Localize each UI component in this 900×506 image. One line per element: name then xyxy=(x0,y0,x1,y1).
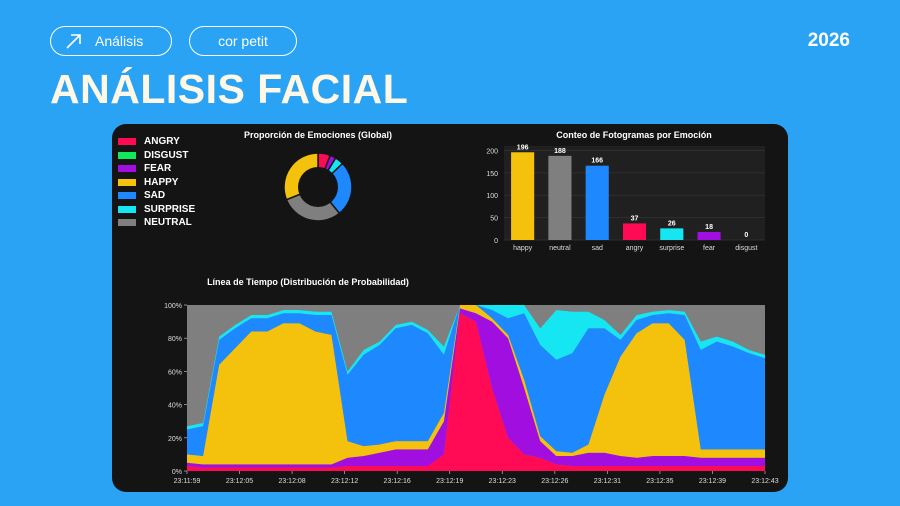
legend-label: SURPRISE xyxy=(144,203,196,215)
bar-value-label: 166 xyxy=(591,158,603,165)
bar-neutral xyxy=(548,155,572,240)
timeline-area-happy xyxy=(187,305,765,465)
legend-label: ANGRY xyxy=(144,136,180,147)
cor-petit-tag[interactable]: cor petit xyxy=(189,26,297,56)
legend-label: DISGUST xyxy=(144,149,189,161)
bar-sad xyxy=(585,165,609,240)
legend-item-fear: FEAR xyxy=(118,162,171,175)
timeline-x-tick: 23:12:19 xyxy=(436,478,463,485)
bar-angry xyxy=(622,223,647,240)
bar-x-tick: neutral xyxy=(549,245,571,252)
donut-title: Proporción de Emociones (Global) xyxy=(244,130,392,140)
bar-chart-title: Conteo de Fotogramas por Emoción xyxy=(556,130,712,140)
bar-value-label: 0 xyxy=(744,232,748,239)
timeline-area-surprise xyxy=(187,305,765,430)
legend-item-sad: SAD xyxy=(118,189,165,202)
legend-label: NEUTRAL xyxy=(144,217,192,228)
timeline-y-tick: 100% xyxy=(164,303,182,310)
bar-x-tick: surprise xyxy=(659,245,684,252)
timeline-y-tick: 0% xyxy=(172,469,182,476)
timeline-x-tick: 23:11:59 xyxy=(174,478,201,485)
year-label: 2026 xyxy=(807,30,850,51)
bar-value-label: 188 xyxy=(554,148,566,155)
legend-label: FEAR xyxy=(144,163,172,174)
bar-y-tick: 150 xyxy=(486,171,498,178)
timeline-x-tick: 23:12:23 xyxy=(489,478,516,485)
legend-swatch xyxy=(118,205,136,213)
legend-label: HAPPY xyxy=(144,176,179,188)
timeline-x-tick: 23:12:05 xyxy=(226,478,253,485)
bar-y-tick: 0 xyxy=(494,238,498,245)
timeline-x-tick: 23:12:35 xyxy=(646,478,673,485)
chart-panel: ANGRY DISGUST FEAR HAPPY SAD SURPRISE NEUTRAL … xyxy=(112,124,788,492)
bar-y-tick: 50 xyxy=(490,216,498,223)
timeline-area-neutral xyxy=(187,305,765,427)
bar-value-label: 26 xyxy=(668,220,676,227)
legend-swatch xyxy=(118,219,136,226)
timeline-title: Línea de Tiempo (Distribución de Probabi… xyxy=(207,277,409,287)
bar-x-tick: sad xyxy=(592,245,603,252)
bar-value-label: 196 xyxy=(517,144,529,151)
timeline-x-tick: 23:12:26 xyxy=(541,478,568,485)
legend-swatch xyxy=(118,138,136,145)
timeline-area-angry xyxy=(187,313,765,471)
legend-swatch xyxy=(118,178,136,186)
bar-value-label: 18 xyxy=(705,224,713,231)
timeline-x-tick: 23:12:39 xyxy=(699,478,726,485)
page-title: ANÁLISIS FACIAL xyxy=(50,66,409,112)
bar-happy xyxy=(511,152,535,240)
bar-x-tick: angry xyxy=(626,245,644,252)
timeline-area-sad xyxy=(187,305,765,457)
bar-fear xyxy=(697,231,721,240)
legend-swatch xyxy=(118,165,136,172)
legend-item-neutral: NEUTRAL xyxy=(118,216,192,229)
bar-y-tick: 200 xyxy=(486,148,498,155)
analisis-tag-label: Análisis xyxy=(95,33,144,49)
donut-hole xyxy=(298,167,338,207)
bar-value-label: 37 xyxy=(631,215,639,222)
cor-petit-tag-label: cor petit xyxy=(218,33,268,49)
charts-svg: Proporción de Emociones (Global) Conteo d… xyxy=(164,130,779,485)
timeline-x-tick: 23:12:31 xyxy=(594,478,621,485)
arrow-up-right-icon xyxy=(66,34,81,49)
analisis-tag[interactable]: Análisis xyxy=(50,26,172,56)
bar-x-tick: happy xyxy=(513,245,533,252)
timeline-y-tick: 40% xyxy=(168,403,182,410)
bar-x-tick: disgust xyxy=(735,245,757,252)
timeline-x-tick: 23:12:12 xyxy=(331,478,358,485)
legend-label: SAD xyxy=(144,190,166,201)
timeline-x-tick: 23:12:16 xyxy=(384,478,411,485)
legend-swatch xyxy=(118,151,136,159)
legend-item-disgust: DISGUST xyxy=(118,149,188,162)
legend-item-angry: ANGRY xyxy=(118,135,180,148)
timeline-x-tick: 23:12:08 xyxy=(278,478,305,485)
timeline-y-tick: 80% xyxy=(168,336,182,343)
legend-item-surprise: SURPRISE xyxy=(118,203,195,216)
timeline-x-tick: 23:12:43 xyxy=(751,478,778,485)
timeline-y-tick: 20% xyxy=(168,436,182,443)
bar-y-tick: 100 xyxy=(486,193,498,200)
timeline-y-tick: 60% xyxy=(168,369,182,376)
legend-item-happy: HAPPY xyxy=(118,176,178,189)
bar-x-tick: fear xyxy=(703,245,716,252)
bar-surprise xyxy=(660,228,684,240)
legend-swatch xyxy=(118,192,136,199)
